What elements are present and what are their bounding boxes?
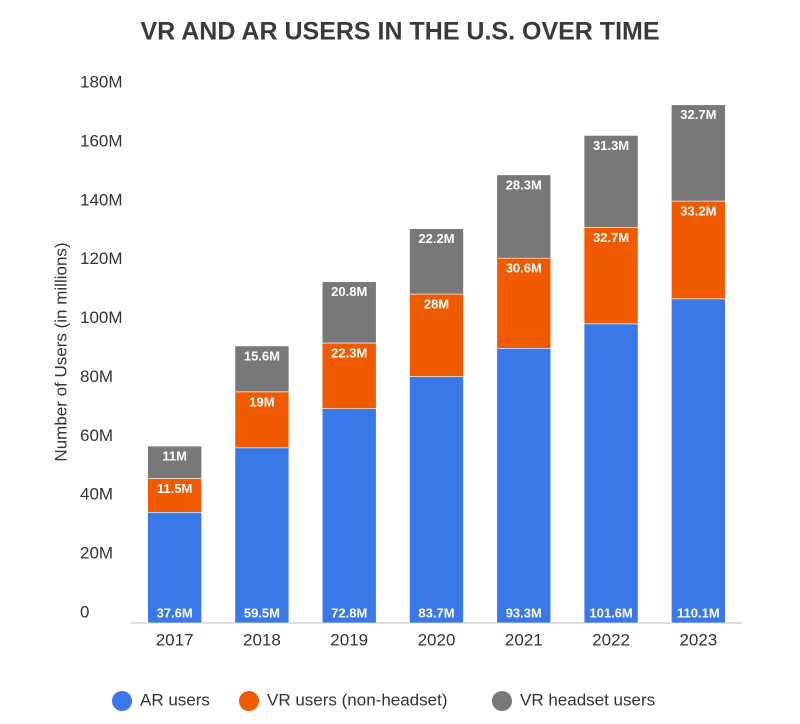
y-tick-label: 160M <box>80 131 123 150</box>
value-label: 33.2M <box>680 203 716 218</box>
bar-segment <box>671 298 726 624</box>
value-label: 11.5M <box>157 481 192 496</box>
bar-segment <box>234 345 290 393</box>
value-label: 32.7M <box>593 230 629 245</box>
x-tick-label: 2019 <box>330 630 368 649</box>
value-label: 19M <box>249 394 274 409</box>
y-tick-label: 100M <box>80 308 123 327</box>
chart-title: VR AND AR USERS IN THE U.S. OVER TIME <box>140 18 659 46</box>
legend-label: AR users <box>140 690 210 709</box>
legend-marker <box>492 691 512 711</box>
legend-label: VR headset users <box>520 690 655 709</box>
value-label: 32.7M <box>680 107 716 122</box>
y-tick-label: 0 <box>80 602 89 621</box>
value-label: 37.6M <box>157 605 193 620</box>
value-label: 11M <box>162 448 187 463</box>
bar-segment <box>496 347 552 624</box>
bar-segment <box>147 478 202 513</box>
y-tick-label: 80M <box>80 367 113 386</box>
value-label: 101.6M <box>589 605 632 620</box>
x-tick-label: 2021 <box>505 630 543 649</box>
bar-segment <box>234 447 290 624</box>
bar-segment <box>409 376 464 624</box>
bar-segment <box>671 200 726 300</box>
value-label: 110.1M <box>677 605 720 620</box>
legend-label: VR users (non-headset) <box>267 690 447 709</box>
value-label: 31.3M <box>593 138 629 153</box>
bar-segment <box>583 323 639 624</box>
x-tick-label: 2020 <box>418 630 456 649</box>
y-tick-label: 120M <box>80 249 123 268</box>
value-label: 22.2M <box>418 231 454 246</box>
bar-segment <box>496 174 552 259</box>
bar-segment <box>234 391 290 449</box>
bar-segment <box>671 104 726 202</box>
bar-segment <box>583 135 639 228</box>
bar-segment <box>321 281 377 344</box>
x-tick-label: 2023 <box>679 630 717 649</box>
value-label: 22.3M <box>331 345 367 360</box>
value-label: 15.6M <box>244 348 280 363</box>
y-tick-label: 20M <box>80 544 113 563</box>
x-tick-label: 2022 <box>592 630 630 649</box>
bar-segment <box>409 228 464 295</box>
legend-marker <box>239 691 259 711</box>
x-tick-label: 2018 <box>243 630 281 649</box>
value-label: 28.3M <box>506 177 542 192</box>
bar-segment <box>147 445 202 479</box>
value-label: 93.3M <box>506 605 542 620</box>
bar-segment <box>321 342 377 409</box>
value-label: 30.6M <box>506 261 542 276</box>
bar-segment <box>409 293 464 377</box>
y-tick-label: 180M <box>80 72 123 91</box>
value-label: 72.8M <box>331 605 367 620</box>
bar-segment <box>321 408 377 624</box>
legend-marker <box>112 691 132 711</box>
x-tick-label: 2017 <box>156 630 194 649</box>
value-label: 20.8M <box>331 284 367 299</box>
value-label: 83.7M <box>418 605 454 620</box>
bar-segment <box>147 511 202 624</box>
y-axis-label: Number of Users (in millions) <box>51 242 70 461</box>
value-label: 59.5M <box>244 605 280 620</box>
bar-segment <box>496 257 552 349</box>
y-tick-label: 40M <box>80 485 113 504</box>
value-label: 28M <box>424 297 449 312</box>
y-tick-label: 140M <box>80 190 123 209</box>
y-tick-label: 60M <box>80 426 113 445</box>
bar-segment <box>583 227 639 325</box>
